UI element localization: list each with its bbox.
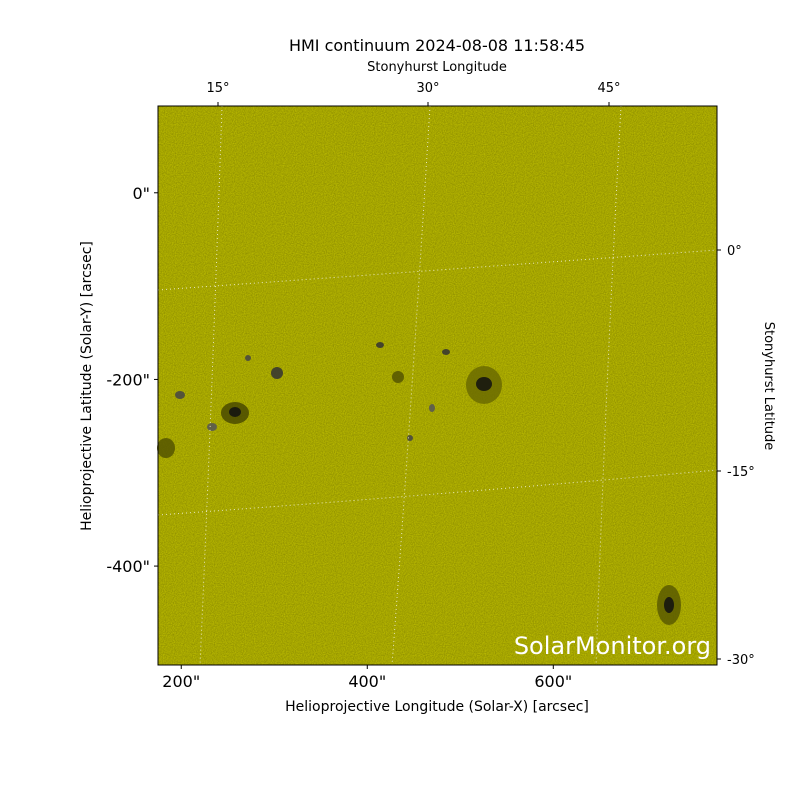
top-tick-label: 30° bbox=[416, 81, 439, 96]
sunspot bbox=[429, 404, 435, 412]
y-tick-label: 0" bbox=[132, 184, 150, 203]
right-tick-label: -15° bbox=[727, 465, 755, 480]
sunspot bbox=[376, 342, 384, 348]
y-tick-label: -200" bbox=[106, 370, 150, 389]
solar-image bbox=[157, 105, 718, 666]
sunspot bbox=[175, 391, 185, 399]
coordinate-grid bbox=[391, 105, 431, 666]
right-tick-label: -30° bbox=[727, 653, 755, 668]
sunspot bbox=[245, 355, 251, 361]
right-axis-label: Stonyhurst Latitude bbox=[761, 322, 776, 451]
x-tick-label: 600" bbox=[534, 672, 572, 691]
coordinate-grid bbox=[595, 105, 622, 666]
top-tick-label: 15° bbox=[206, 81, 229, 96]
sunspot bbox=[229, 407, 241, 417]
sunspot bbox=[664, 597, 674, 613]
sunspot bbox=[442, 349, 450, 355]
watermark: SolarMonitor.org bbox=[514, 632, 711, 660]
sunspot bbox=[407, 435, 413, 441]
top-axis-label: Stonyhurst Longitude bbox=[367, 60, 507, 75]
y-axis-label: Helioprojective Latitude (Solar-Y) [arcs… bbox=[79, 241, 95, 531]
x-tick-label: 400" bbox=[348, 672, 386, 691]
sunspot bbox=[476, 377, 492, 391]
right-tick-label: 0° bbox=[727, 244, 742, 259]
sunspot bbox=[271, 367, 283, 379]
plot-frame bbox=[157, 105, 718, 666]
sunspot bbox=[392, 371, 404, 383]
x-tick-label: 200" bbox=[162, 672, 200, 691]
granulation bbox=[158, 106, 717, 665]
coordinate-grid bbox=[199, 105, 223, 666]
sunspot bbox=[157, 438, 175, 458]
sunspot bbox=[207, 423, 217, 431]
x-axis-label: Helioprojective Longitude (Solar-X) [arc… bbox=[285, 699, 589, 715]
top-tick-label: 45° bbox=[597, 81, 620, 96]
y-tick-label: -400" bbox=[106, 557, 150, 576]
chart-title: HMI continuum 2024-08-08 11:58:45 bbox=[289, 36, 585, 55]
